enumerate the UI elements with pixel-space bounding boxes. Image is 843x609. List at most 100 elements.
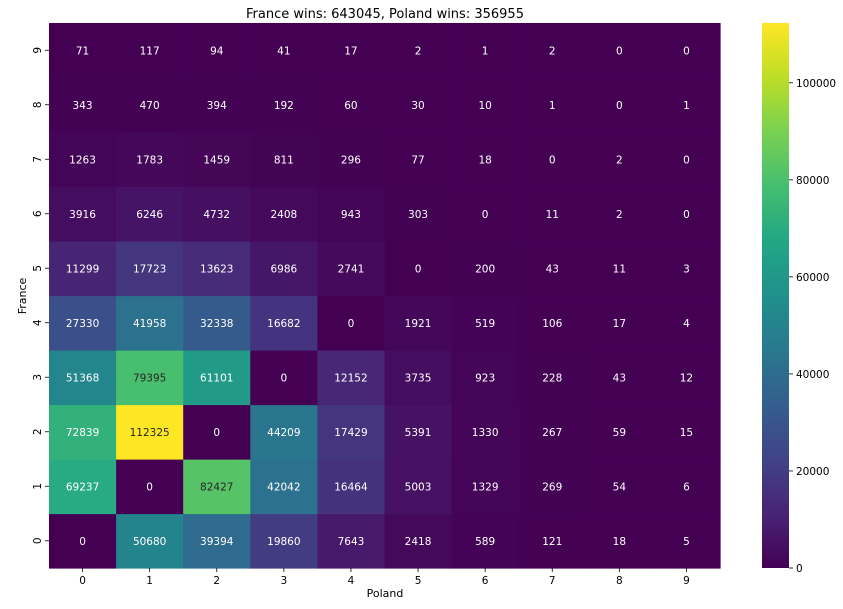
- heatmap-cell: [183, 513, 251, 569]
- x-tick-label: 1: [146, 575, 153, 587]
- cell-value-label: 5: [683, 536, 690, 548]
- cell-value-label: 94: [210, 45, 224, 57]
- heatmap-cell: [451, 23, 520, 79]
- heatmap-cell: [116, 350, 184, 406]
- heatmap-cell: [317, 295, 386, 351]
- cell-value-label: 13623: [200, 263, 233, 275]
- heatmap-cell: [384, 77, 453, 133]
- cell-value-label: 2408: [270, 209, 297, 221]
- cell-value-label: 296: [341, 154, 361, 166]
- cell-value-label: 17: [613, 318, 626, 330]
- colorbar-tick-label: 100000: [796, 78, 836, 90]
- heatmap-cell: [652, 404, 721, 460]
- x-axis-ticks: 0 1 2 3 4 5 6 7 8 9: [79, 568, 690, 587]
- cell-value-label: 228: [542, 372, 562, 384]
- cell-value-label: 41958: [133, 318, 166, 330]
- cell-value-label: 16682: [267, 318, 300, 330]
- heatmap-cell: [317, 186, 386, 242]
- cell-value-label: 1263: [69, 154, 96, 166]
- colorbar-tick-label: 20000: [796, 466, 829, 478]
- cell-value-label: 17723: [133, 263, 166, 275]
- cell-value-label: 112325: [130, 427, 170, 439]
- heatmap-cell: [49, 241, 117, 297]
- cell-value-label: 1783: [136, 154, 163, 166]
- cell-value-label: 60: [344, 100, 357, 112]
- heatmap-cell: [183, 241, 251, 297]
- heatmap-cell: [518, 350, 587, 406]
- cell-value-label: 11: [546, 209, 559, 221]
- cell-value-label: 2741: [338, 263, 365, 275]
- heatmap-cell: [317, 23, 386, 79]
- heatmap-cell: [49, 295, 117, 351]
- cell-value-label: 51368: [66, 372, 99, 384]
- cell-value-label: 6986: [270, 263, 297, 275]
- cell-value-label: 117: [140, 45, 160, 57]
- cell-value-label: 11299: [66, 263, 99, 275]
- heatmap-cell: [49, 513, 117, 569]
- heatmap-cell: [183, 23, 251, 79]
- cell-value-label: 3916: [69, 209, 96, 221]
- heatmap-cell: [49, 350, 117, 406]
- heatmap-cell: [250, 132, 318, 188]
- cell-value-label: 0: [348, 318, 355, 330]
- cell-value-label: 0: [482, 209, 489, 221]
- cell-value-label: 32338: [200, 318, 233, 330]
- heatmap-cell: [250, 241, 318, 297]
- cell-value-label: 343: [73, 100, 93, 112]
- heatmap-cell: [250, 513, 318, 569]
- cell-value-label: 16464: [334, 481, 368, 493]
- heatmap-cell: [652, 459, 721, 515]
- cell-value-label: 82427: [200, 481, 233, 493]
- heatmap-cell: [518, 404, 587, 460]
- cell-value-label: 121: [542, 536, 562, 548]
- heatmap-cell: [183, 186, 251, 242]
- cell-value-label: 0: [616, 100, 623, 112]
- x-tick-label: 5: [415, 575, 422, 587]
- heatmap-cell: [652, 186, 721, 242]
- heatmap-cell: [116, 23, 184, 79]
- cell-value-label: 5391: [405, 427, 432, 439]
- cell-value-label: 589: [475, 536, 495, 548]
- cell-value-label: 41: [277, 45, 290, 57]
- cell-value-label: 1: [549, 100, 556, 112]
- cell-value-label: 2: [415, 45, 422, 57]
- cell-value-label: 61101: [200, 372, 233, 384]
- y-tick-label: 6: [32, 210, 44, 217]
- cell-value-label: 1: [482, 45, 489, 57]
- cell-value-label: 5003: [405, 481, 432, 493]
- heatmap-cell: [250, 295, 318, 351]
- heatmap-cell: [116, 132, 184, 188]
- heatmap-cell: [49, 459, 117, 515]
- cell-value-label: 0: [616, 45, 623, 57]
- heatmap-cell: [183, 295, 251, 351]
- cell-value-label: 27330: [66, 318, 99, 330]
- y-tick-label: 4: [32, 319, 44, 326]
- cell-value-label: 2: [616, 209, 623, 221]
- cell-value-label: 43: [546, 263, 559, 275]
- cell-value-label: 4: [683, 318, 690, 330]
- cell-value-label: 17429: [334, 427, 367, 439]
- cell-value-label: 0: [213, 427, 220, 439]
- x-tick-label: 9: [683, 575, 690, 587]
- heatmap-cell: [250, 77, 318, 133]
- heatmap-cell: [585, 295, 654, 351]
- y-tick-label: 2: [32, 428, 44, 435]
- heatmap-cell: [451, 404, 520, 460]
- y-tick-label: 9: [32, 47, 44, 54]
- cell-value-label: 71: [76, 45, 89, 57]
- cell-value-label: 54: [613, 481, 627, 493]
- heatmap-cell: [116, 459, 184, 515]
- heatmap-cell: [183, 459, 251, 515]
- cell-value-label: 1329: [472, 481, 499, 493]
- cell-value-label: 12152: [334, 372, 367, 384]
- cell-value-label: 0: [683, 45, 690, 57]
- heatmap-cell: [652, 23, 721, 79]
- cell-value-label: 943: [341, 209, 361, 221]
- y-tick-label: 5: [32, 265, 44, 272]
- cell-value-label: 200: [475, 263, 495, 275]
- heatmap-cell: [250, 404, 318, 460]
- heatmap-cell: [585, 77, 654, 133]
- heatmap-cell: [384, 404, 453, 460]
- heatmap-cell: [518, 241, 587, 297]
- heatmap-cell: [384, 513, 453, 569]
